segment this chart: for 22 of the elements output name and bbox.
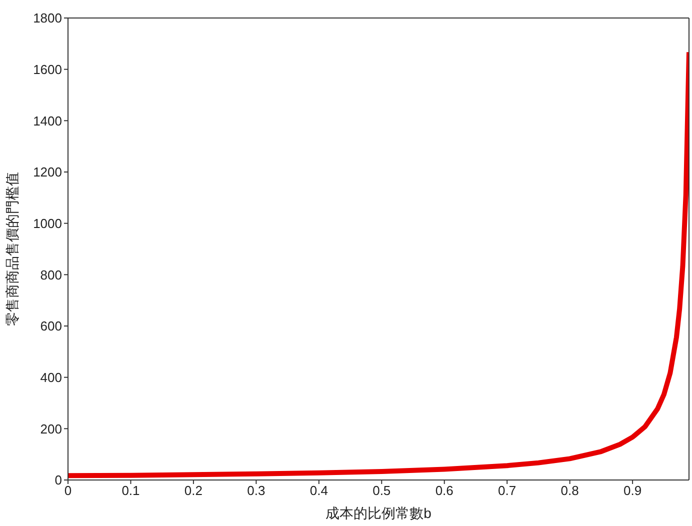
y-tick-label: 400 — [40, 370, 62, 385]
x-tick-label: 0.3 — [247, 483, 266, 498]
x-tick-label: 0.6 — [435, 483, 454, 498]
y-tick-label: 800 — [40, 267, 62, 282]
x-tick-label: 0.2 — [184, 483, 202, 498]
x-axis-title: 成本的比例常數b — [326, 505, 432, 521]
x-tick-label: 0.9 — [624, 483, 642, 498]
y-tick-label: 1800 — [33, 10, 62, 26]
y-tick-label: 1600 — [33, 62, 62, 77]
y-tick-label: 1000 — [33, 216, 62, 231]
x-tick-label: 0.1 — [122, 483, 140, 498]
x-tick-label: 0.5 — [372, 483, 391, 498]
x-tick-label: 0 — [64, 483, 72, 498]
x-tick-label: 0.8 — [560, 483, 579, 498]
y-tick-label: 200 — [40, 421, 62, 436]
y-tick-label: 0 — [54, 472, 62, 488]
y-tick-label: 1200 — [33, 164, 62, 180]
y-tick-label: 600 — [40, 318, 62, 334]
x-tick-label: 0.7 — [498, 483, 516, 498]
y-tick-label: 1400 — [33, 113, 62, 128]
x-tick-label: 0.4 — [310, 483, 328, 498]
y-axis-title: 零售商商品售價的門檻值 — [4, 172, 20, 326]
